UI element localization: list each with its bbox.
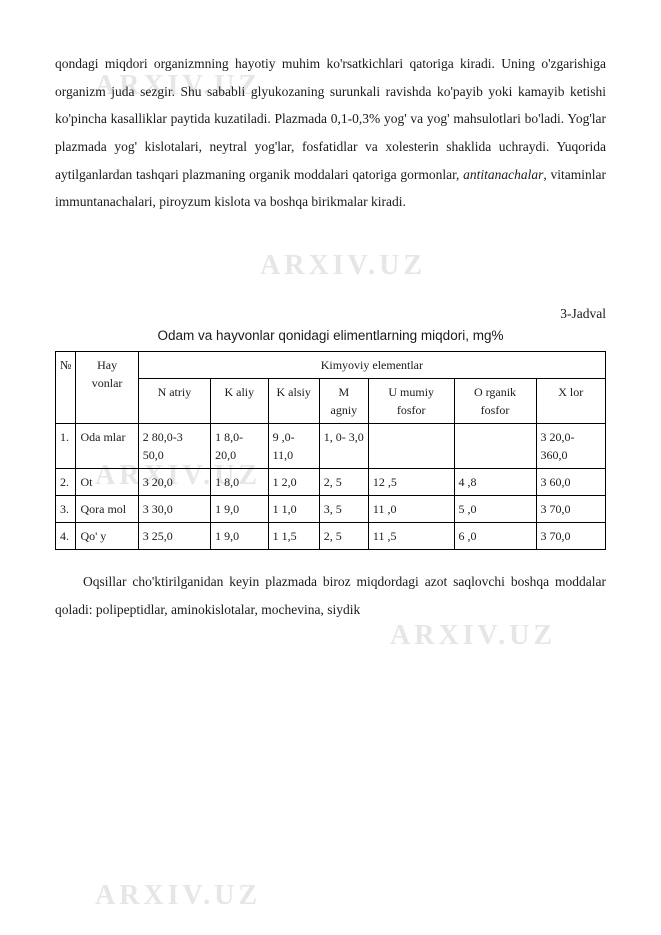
cell-value: 1, 0- 3,0 xyxy=(319,424,368,469)
cell-value: 3 20,0 xyxy=(138,469,210,496)
cell-value xyxy=(368,424,454,469)
body-paragraph-1: qondagi miqdori organizmning hayotiy muh… xyxy=(55,50,606,216)
table-subheader-row: N atriy K aliy K alsiy M agniy U mumiy f… xyxy=(56,379,606,424)
cell-value: 11 ,5 xyxy=(368,523,454,550)
cell-no: 3. xyxy=(56,496,76,523)
cell-value: 1 1,0 xyxy=(268,496,319,523)
table-row: 3. Qora mol 3 30,0 1 9,0 1 1,0 3, 5 11 ,… xyxy=(56,496,606,523)
italic-term: antitanachalar xyxy=(463,167,543,182)
col-header-hay: Hay vonlar xyxy=(76,352,138,424)
cell-name: Ot xyxy=(76,469,138,496)
cell-value: 4 ,8 xyxy=(454,469,536,496)
col-header: K alsiy xyxy=(268,379,319,424)
table-row: 1. Oda mlar 2 80,0-3 50,0 1 8,0-20,0 9 ,… xyxy=(56,424,606,469)
cell-name: Oda mlar xyxy=(76,424,138,469)
cell-value: 3 60,0 xyxy=(536,469,605,496)
col-header: X lor xyxy=(536,379,605,424)
cell-value: 1 8,0 xyxy=(211,469,269,496)
col-group-header: Kimyoviy elementlar xyxy=(138,352,605,379)
cell-value: 3 70,0 xyxy=(536,496,605,523)
cell-value: 5 ,0 xyxy=(454,496,536,523)
cell-no: 1. xyxy=(56,424,76,469)
col-header: O rganik fosfor xyxy=(454,379,536,424)
cell-value: 3 30,0 xyxy=(138,496,210,523)
watermark: ARXIV.UZ xyxy=(390,620,556,652)
cell-no: 2. xyxy=(56,469,76,496)
cell-value: 1 9,0 xyxy=(211,523,269,550)
cell-value: 3, 5 xyxy=(319,496,368,523)
data-table: № Hay vonlar Kimyoviy elementlar N atriy… xyxy=(55,351,606,550)
cell-value: 1 1,5 xyxy=(268,523,319,550)
cell-value: 2, 5 xyxy=(319,469,368,496)
cell-value: 3 20,0-360,0 xyxy=(536,424,605,469)
cell-name: Qo' y xyxy=(76,523,138,550)
cell-value: 9 ,0-11,0 xyxy=(268,424,319,469)
watermark: ARXIV.UZ xyxy=(95,880,261,912)
col-header: M agniy xyxy=(319,379,368,424)
table-title: Odam va hayvonlar qonidagi elimentlarnin… xyxy=(55,328,606,343)
body-paragraph-2: Oqsillar cho'ktirilganidan keyin plazmad… xyxy=(55,568,606,623)
cell-value: 12 ,5 xyxy=(368,469,454,496)
cell-value: 11 ,0 xyxy=(368,496,454,523)
table-row: 4. Qo' y 3 25,0 1 9,0 1 1,5 2, 5 11 ,5 6… xyxy=(56,523,606,550)
cell-no: 4. xyxy=(56,523,76,550)
paragraph-text: qondagi miqdori organizmning hayotiy muh… xyxy=(55,56,606,182)
cell-value: 1 8,0-20,0 xyxy=(211,424,269,469)
col-header: K aliy xyxy=(211,379,269,424)
col-header-no: № xyxy=(56,352,76,424)
cell-value xyxy=(454,424,536,469)
cell-value: 2, 5 xyxy=(319,523,368,550)
col-header: U mumiy fosfor xyxy=(368,379,454,424)
table-header-row: № Hay vonlar Kimyoviy elementlar xyxy=(56,352,606,379)
table-caption: 3-Jadval xyxy=(55,306,606,322)
cell-value: 6 ,0 xyxy=(454,523,536,550)
cell-name: Qora mol xyxy=(76,496,138,523)
table-row: 2. Ot 3 20,0 1 8,0 1 2,0 2, 5 12 ,5 4 ,8… xyxy=(56,469,606,496)
page-content: qondagi miqdori organizmning hayotiy muh… xyxy=(55,50,606,623)
col-header: N atriy xyxy=(138,379,210,424)
cell-value: 3 70,0 xyxy=(536,523,605,550)
cell-value: 3 25,0 xyxy=(138,523,210,550)
cell-value: 1 9,0 xyxy=(211,496,269,523)
cell-value: 1 2,0 xyxy=(268,469,319,496)
cell-value: 2 80,0-3 50,0 xyxy=(138,424,210,469)
